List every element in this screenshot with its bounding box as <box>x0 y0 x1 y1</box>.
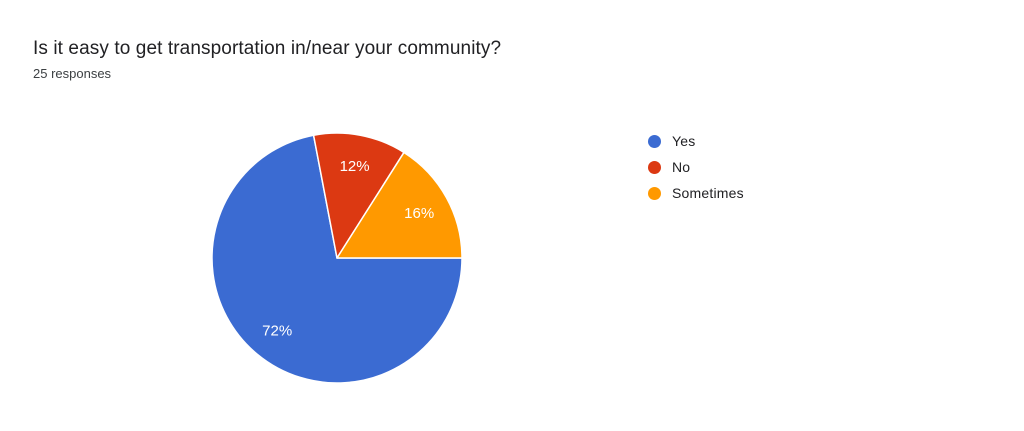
pie-slice-label-yes: 72% <box>262 322 292 339</box>
legend-label: No <box>672 159 691 175</box>
pie-slice-label-no: 12% <box>340 158 370 175</box>
legend-item-sometimes: Sometimes <box>648 180 744 206</box>
legend-dot-no-icon <box>648 160 661 174</box>
legend-item-no: No <box>648 154 744 180</box>
chart-legend: Yes No Sometimes <box>648 128 744 206</box>
pie-slice-yes[interactable] <box>211 134 463 384</box>
legend-label: Yes <box>672 133 696 149</box>
legend-label: Sometimes <box>672 185 744 201</box>
question-title: Is it easy to get transportation in/near… <box>33 38 502 59</box>
pie-slice-no[interactable] <box>312 132 405 259</box>
pie-chart-svg: 72% 12% 16% <box>211 132 463 384</box>
pie-slice-sometimes[interactable] <box>336 151 463 259</box>
legend-dot-sometimes-icon <box>648 186 661 200</box>
legend-item-yes: Yes <box>648 128 744 154</box>
pie-slice-label-sometimes: 16% <box>404 205 434 222</box>
legend-dot-yes-icon <box>648 134 661 148</box>
response-count: 25 responses <box>33 66 112 81</box>
